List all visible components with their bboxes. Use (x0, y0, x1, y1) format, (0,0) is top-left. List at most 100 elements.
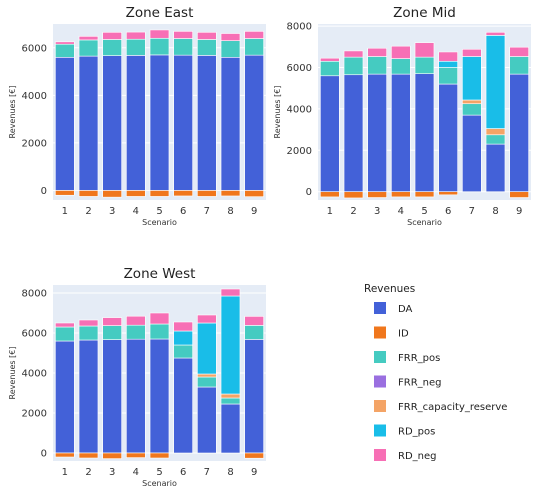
legend-item-RD_neg[interactable]: RD_neg (398, 451, 437, 462)
bar-segment-DA-4 (391, 73, 411, 193)
legend-item-FRR_capacity_reserve[interactable]: FRR_capacity_reserve (398, 402, 507, 413)
x-tick-label: 5 (156, 467, 162, 478)
bar-segment-FRR_pos-3 (102, 325, 122, 340)
bar-segment-ID-9 (244, 190, 264, 197)
legend-item-ID[interactable]: ID (398, 329, 409, 340)
bar-segment-FRR_pos-8 (220, 40, 241, 58)
bar-segment-FRR_capacity_reserve-8 (220, 393, 241, 399)
bar-segment-RD_neg-9 (244, 31, 264, 39)
bar-segment-RD_neg-2 (78, 36, 99, 41)
bar-segment-ID-5 (149, 190, 170, 197)
y-axis-label: Revenues [€] (8, 347, 17, 400)
legend-swatch-FRR_pos[interactable] (374, 351, 386, 363)
x-tick-label: 8 (227, 206, 233, 217)
x-tick-label: 4 (398, 206, 404, 217)
x-tick-label: 3 (109, 206, 115, 217)
legend-item-FRR_pos[interactable]: FRR_pos (398, 353, 440, 364)
x-tick-label: 2 (85, 206, 91, 217)
y-tick-label: 4000 (287, 104, 312, 115)
legend-swatch-ID[interactable] (374, 326, 386, 339)
y-tick-label: 0 (306, 187, 312, 198)
bar-segment-RD_neg-5 (149, 312, 170, 325)
subplot-2: 0 2000 4000 6000 8000 1 2 3 4 5 6 7 8 9 Zone West Scena… (8, 266, 266, 488)
x-axis-label: Scenario (142, 479, 177, 488)
bar-segment-DA-9 (244, 339, 264, 454)
bar-segment-ID-8 (220, 190, 241, 197)
x-tick-label: 2 (85, 467, 91, 478)
bar-segment-RD_neg-8 (220, 33, 241, 41)
bar-segment-RD_neg-3 (102, 32, 122, 40)
bar-segment-DA-7 (462, 114, 482, 193)
bar-segment-ID-4 (126, 190, 146, 197)
bar-segment-DA-7 (197, 55, 217, 191)
bar-segment-DA-3 (367, 73, 387, 193)
legend-swatch-DA[interactable] (374, 302, 386, 314)
x-tick-label: 9 (516, 206, 522, 217)
x-tick-label: 9 (251, 206, 257, 217)
bar-segment-RD_neg-3 (102, 317, 122, 326)
y-tick-label: 8000 (22, 289, 47, 300)
bar-segment-RD_neg-3 (367, 47, 387, 57)
bar-segment-FRR_capacity_reserve-7 (197, 373, 217, 378)
bar-segment-DA-8 (485, 143, 506, 193)
bar-segment-FRR_pos-1 (55, 43, 75, 58)
bar-segment-RD_pos-8 (220, 295, 241, 395)
bar-segment-RD_pos-7 (462, 56, 482, 101)
legend-swatch-RD_neg[interactable] (374, 449, 386, 461)
legend: Revenues DA ID FRR_pos FRR_neg FRR_capacity_r… (364, 283, 507, 462)
x-tick-label: 1 (327, 206, 333, 217)
x-tick-label: 1 (62, 467, 68, 478)
bar-segment-RD_pos-6 (438, 60, 458, 68)
y-tick-label: 4000 (22, 369, 47, 380)
bar-segment-RD_neg-5 (414, 42, 435, 58)
bar-segment-FRR_capacity_reserve-7 (462, 99, 482, 105)
bar-segment-RD_neg-4 (126, 31, 146, 40)
x-tick-label: 2 (350, 206, 356, 217)
bar-segment-DA-8 (220, 56, 241, 191)
legend-swatch-RD_pos[interactable] (374, 424, 386, 437)
x-axis-label: Scenario (407, 218, 442, 227)
bar-segment-FRR_pos-5 (149, 323, 170, 340)
bar-segment-DA-3 (102, 339, 122, 454)
bar-segment-RD_neg-4 (391, 45, 411, 59)
x-tick-label: 4 (133, 467, 139, 478)
legend-swatch-FRR_capacity_reserve[interactable] (374, 400, 386, 412)
bar-segment-ID-3 (102, 190, 122, 198)
x-tick-label: 5 (421, 206, 427, 217)
y-axis-label: Revenues [€] (8, 86, 17, 139)
x-tick-label: 6 (445, 206, 451, 217)
bar-segment-ID-5 (414, 191, 435, 198)
legend-item-FRR_neg[interactable]: FRR_neg (398, 378, 442, 389)
bar-segment-DA-6 (173, 54, 193, 191)
bar-segment-FRR_pos-7 (462, 103, 482, 116)
legend-item-DA[interactable]: DA (398, 304, 413, 315)
bar-segment-FRR_pos-6 (173, 344, 193, 359)
bar-segment-ID-4 (391, 191, 411, 198)
bar-segment-FRR_pos-4 (391, 58, 411, 75)
bar-segment-FRR_pos-9 (244, 38, 264, 56)
bar-segment-DA-2 (78, 339, 99, 454)
bar-segment-FRR_pos-8 (485, 134, 506, 145)
legend-swatch-FRR_neg[interactable] (374, 375, 386, 388)
bar-segment-RD_pos-7 (197, 322, 217, 375)
y-axis-label: Revenues [€] (273, 86, 282, 139)
bar-segment-RD_neg-9 (244, 316, 264, 326)
legend-item-RD_pos[interactable]: RD_pos (398, 427, 435, 438)
bar-segment-FRR_pos-9 (244, 325, 264, 340)
subplot-0: 0 2000 4000 6000 1 2 3 4 5 6 7 8 9 Zone East Scenario R… (8, 5, 266, 227)
bar-segment-FRR_pos-3 (367, 56, 387, 75)
x-tick-label: 4 (133, 206, 139, 217)
bar-segment-DA-5 (149, 54, 170, 191)
subplot-title: Zone West (124, 266, 196, 282)
bar-segment-ID-6 (173, 190, 193, 197)
bar-segment-RD_pos-6 (173, 330, 193, 346)
bar-segment-ID-2 (343, 191, 364, 199)
bar-segment-DA-8 (220, 403, 241, 454)
bar-segment-DA-5 (414, 73, 435, 193)
bar-segment-RD_neg-7 (197, 32, 217, 40)
bar-segment-FRR_pos-1 (320, 60, 340, 77)
bar-segment-RD_neg-2 (343, 50, 364, 58)
bar-segment-DA-7 (197, 386, 217, 454)
bar-segment-FRR_pos-4 (126, 38, 146, 56)
bar-segment-ID-1 (320, 191, 340, 198)
